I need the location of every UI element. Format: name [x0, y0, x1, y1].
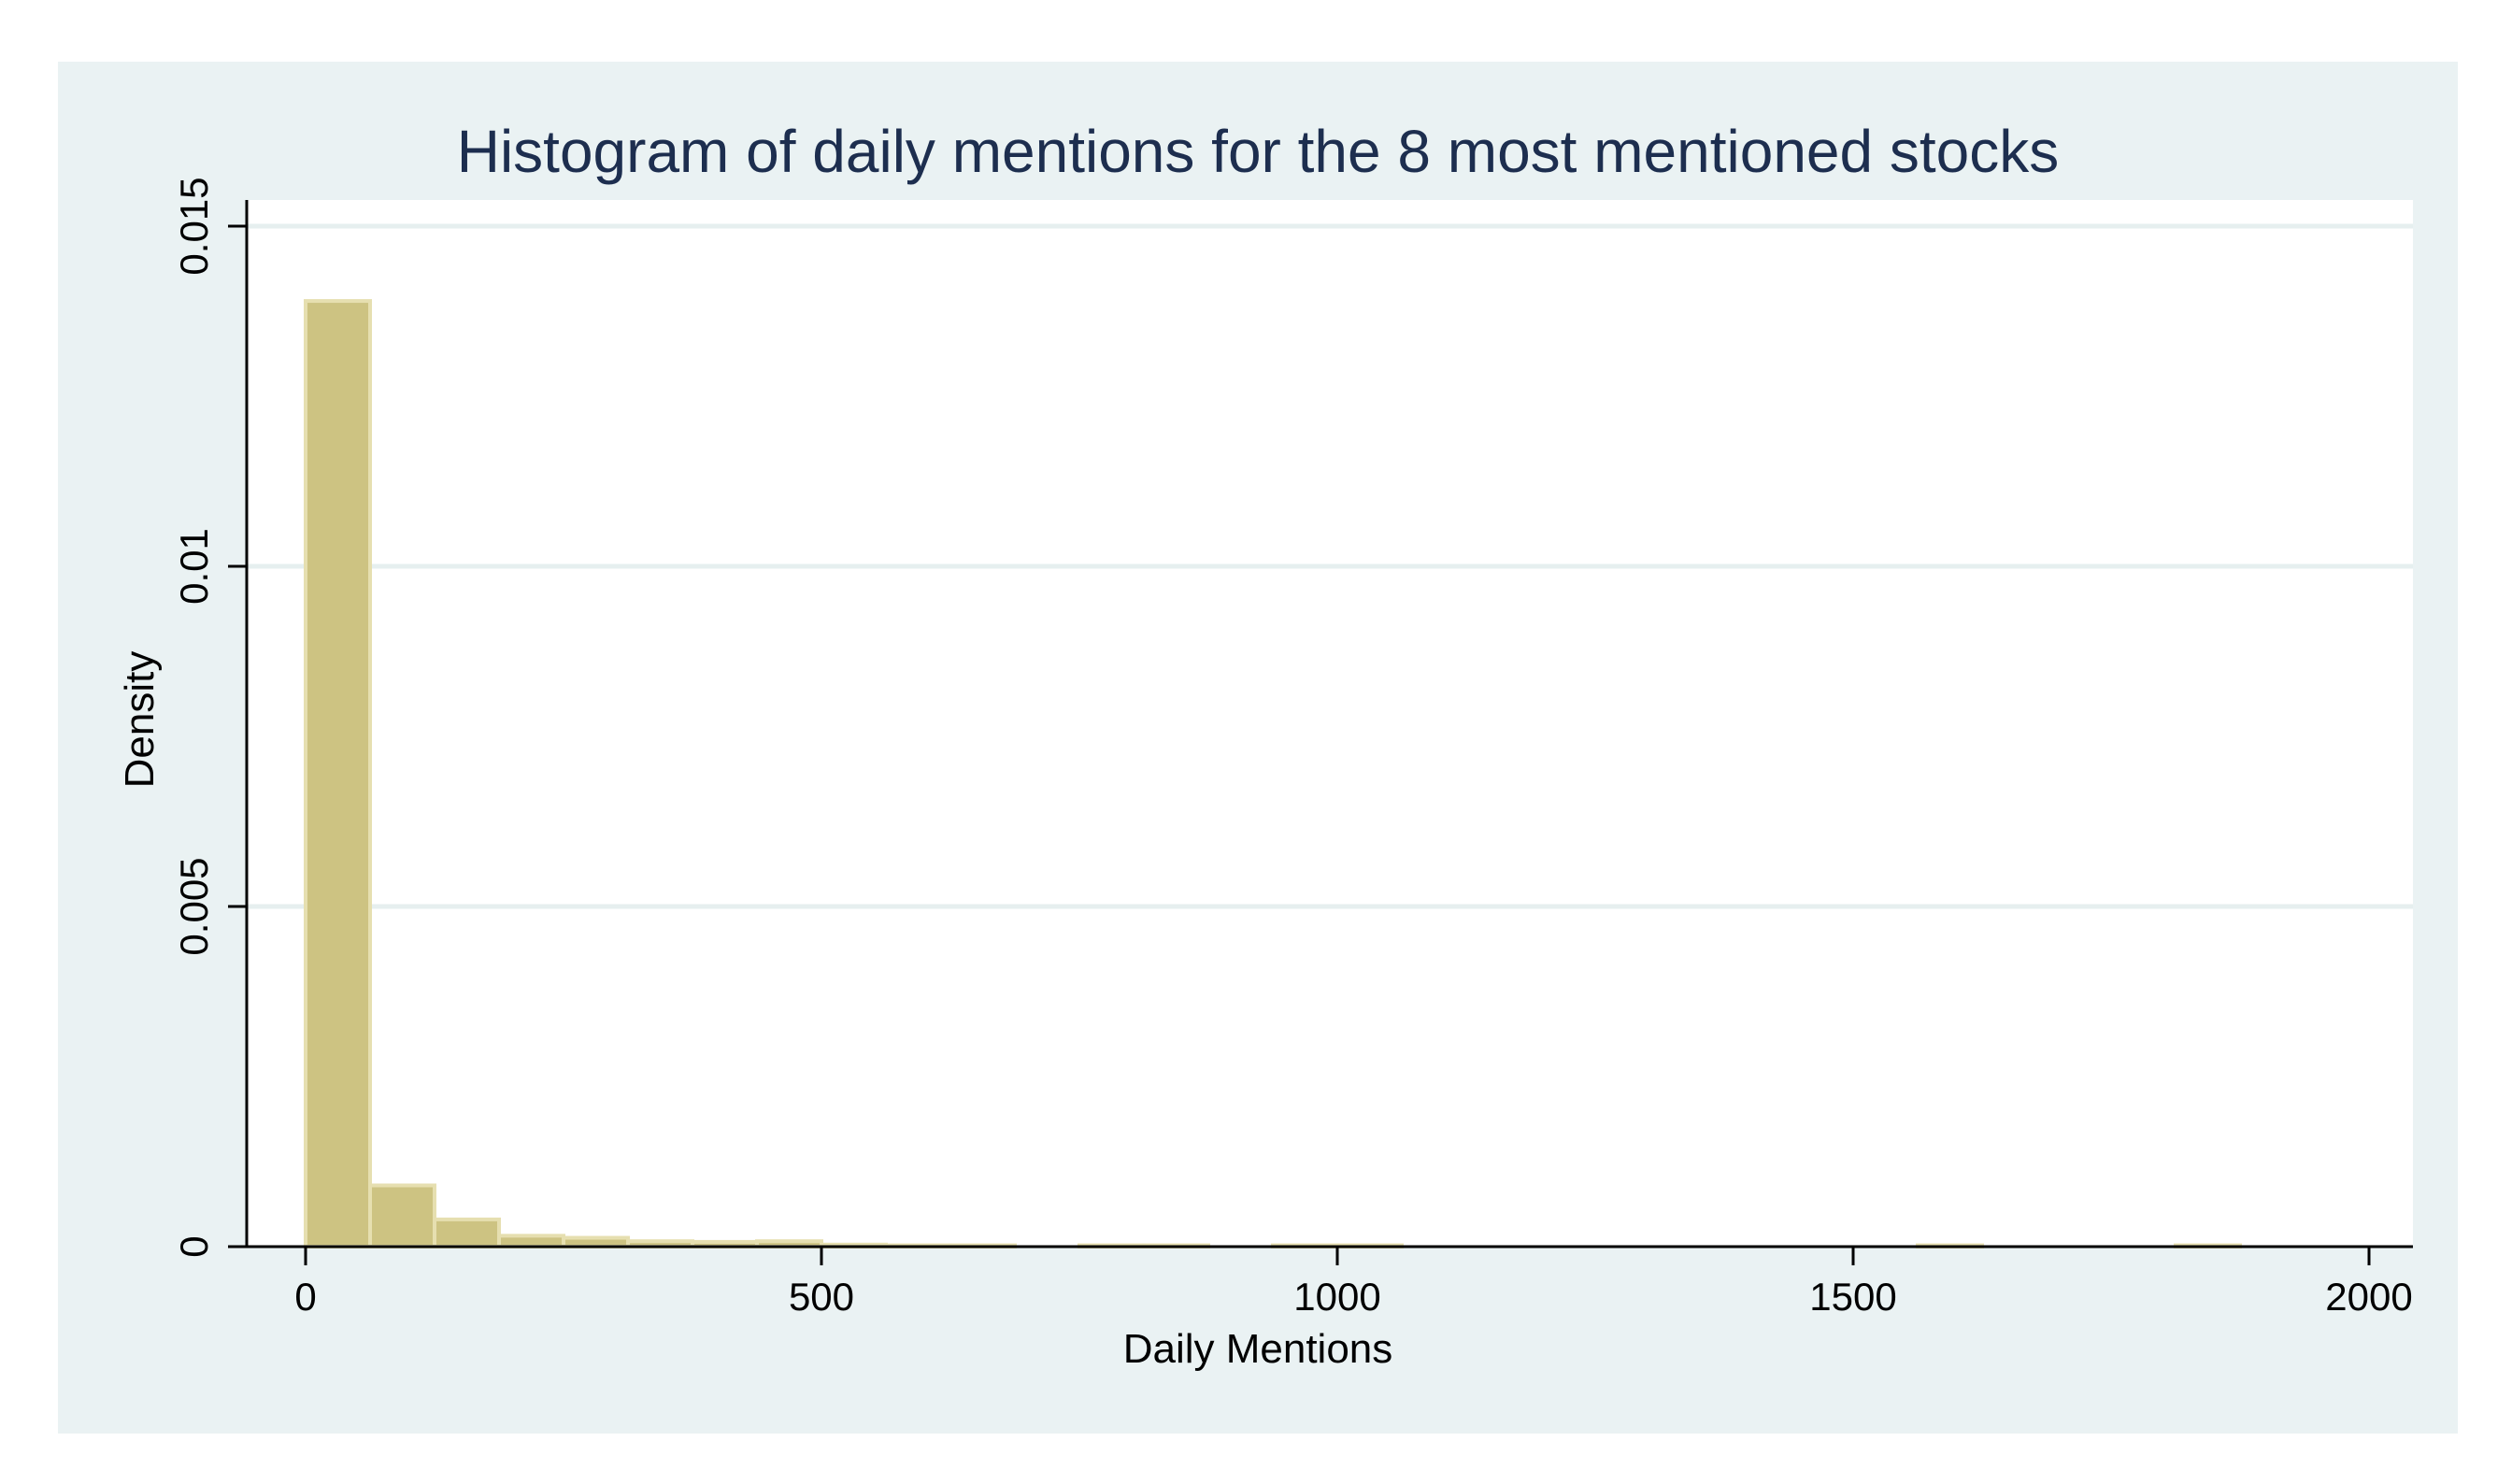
y-axis-ticks: 0 0.005 0.01 0.015 [172, 177, 247, 1258]
x-tick-label: 1000 [1293, 1275, 1380, 1319]
x-tick-label: 2000 [2325, 1275, 2412, 1319]
x-tick-label: 500 [789, 1275, 854, 1319]
plot-area-background [247, 200, 2413, 1247]
y-axis-title: Density [117, 651, 163, 789]
y-tick-label: 0 [172, 1235, 216, 1257]
histogram-bars [304, 299, 2242, 1249]
y-tick-label: 0.01 [172, 528, 216, 605]
histogram-bar [433, 1217, 501, 1249]
histogram-bar [304, 299, 372, 1249]
chart-title: Histogram of daily mentions for the 8 mo… [457, 118, 2060, 185]
histogram-bar [368, 1183, 436, 1249]
x-tick-label: 0 [294, 1275, 316, 1319]
y-tick-label: 0.005 [172, 857, 216, 955]
histogram-bar [497, 1234, 565, 1249]
grid-lines [247, 223, 2413, 909]
x-axis-ticks: 0 500 1000 1500 2000 [294, 1247, 2413, 1319]
x-tick-label: 1500 [1809, 1275, 1896, 1319]
y-tick-label: 0.015 [172, 177, 216, 275]
x-axis-title: Daily Mentions [1123, 1326, 1393, 1372]
